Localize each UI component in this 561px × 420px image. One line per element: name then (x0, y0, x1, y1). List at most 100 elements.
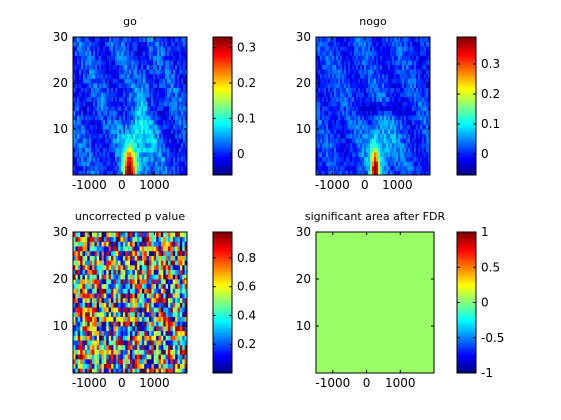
heatmap-cell (318, 115, 321, 121)
heatmap-cell (83, 92, 86, 98)
heatmap-cell (118, 326, 121, 332)
heatmap-cell (151, 170, 154, 176)
heatmap-cell (402, 73, 405, 79)
heatmap-cell (179, 368, 183, 374)
heatmap-cell (137, 255, 140, 261)
heatmap-cell (137, 156, 140, 162)
heatmap-cell (149, 293, 152, 299)
heatmap-cell (96, 340, 100, 346)
heatmap-cell (179, 119, 182, 125)
heatmap-cell (105, 78, 108, 84)
heatmap-cell (119, 96, 122, 102)
heatmap-cell (404, 142, 407, 148)
heatmap-cell (362, 124, 365, 130)
heatmap-cell (179, 142, 182, 148)
heatmap-cell (408, 133, 411, 139)
heatmap-cell (151, 269, 155, 275)
heatmap-cell (332, 73, 335, 79)
heatmap-cell (332, 41, 335, 47)
heatmap-cell (127, 321, 131, 327)
heatmap-cell (93, 147, 96, 153)
heatmap-cell (326, 64, 329, 70)
heatmap-cell (406, 37, 409, 42)
heatmap-cell (145, 106, 148, 111)
heatmap-cell (404, 46, 407, 52)
heatmap-cell (410, 152, 413, 157)
heatmap-cell (414, 142, 417, 148)
heatmap-cell (175, 110, 178, 116)
heatmap-cell (322, 138, 325, 144)
heatmap-cell (161, 119, 164, 125)
heatmap-cell (173, 46, 176, 52)
heatmap-cell (354, 129, 357, 134)
heatmap-cell (93, 138, 96, 144)
heatmap-cell (151, 69, 154, 75)
heatmap-cell (161, 96, 164, 102)
heatmap-cell (151, 260, 155, 266)
heatmap-cell (372, 138, 375, 144)
heatmap-cell (356, 156, 359, 162)
heatmap-cell (350, 147, 353, 153)
heatmap-cell (129, 73, 132, 79)
heatmap-cell (85, 110, 88, 116)
heatmap-cell (111, 165, 114, 171)
heatmap-cell (143, 170, 146, 176)
heatmap-cell (342, 124, 345, 130)
heatmap-cell (364, 161, 367, 167)
heatmap-cell (426, 156, 429, 162)
heatmap-cell (96, 297, 100, 303)
heatmap-cell (404, 115, 407, 121)
heatmap-cell (422, 165, 425, 171)
heatmap-cell (428, 138, 431, 144)
heatmap-cell (94, 302, 98, 308)
heatmap-cell (370, 50, 373, 56)
heatmap-cell (418, 106, 421, 111)
heatmap-cell (416, 165, 419, 171)
heatmap-cell (320, 142, 323, 148)
heatmap-cell (94, 241, 98, 247)
heatmap-cell (109, 147, 112, 153)
heatmap-cell (122, 307, 126, 313)
heatmap-cell (177, 269, 181, 275)
heatmap-cell (382, 73, 385, 79)
heatmap-cell (181, 78, 184, 84)
heatmap-cell (418, 165, 421, 171)
heatmap-cell (95, 69, 98, 75)
heatmap-cell (106, 255, 110, 261)
heatmap-cell (161, 106, 164, 111)
heatmap-cell (360, 92, 363, 98)
heatmap-cell (146, 246, 150, 252)
heatmap-cell (374, 96, 377, 102)
heatmap-cell (388, 41, 391, 47)
heatmap-cell (156, 283, 159, 289)
heatmap-cell (163, 60, 166, 65)
heatmap-cell (132, 293, 136, 299)
heatmap-cell (133, 165, 136, 171)
heatmap-cell (408, 87, 411, 93)
heatmap-cell (172, 316, 176, 322)
heatmap-cell (119, 92, 122, 98)
heatmap-cell (392, 119, 395, 125)
heatmap-cell (390, 37, 393, 42)
heatmap-cell (109, 129, 112, 134)
heatmap-cell (118, 307, 121, 313)
heatmap-cell (342, 92, 345, 98)
heatmap-cell (111, 55, 114, 61)
heatmap-cell (95, 165, 98, 171)
heatmap-cell (346, 83, 349, 88)
heatmap-cell (410, 170, 413, 176)
heatmap-cell (101, 55, 104, 61)
heatmap-cell (87, 138, 90, 144)
heatmap-cell (133, 46, 136, 52)
heatmap-cell (97, 78, 100, 84)
heatmap-cell (105, 83, 108, 88)
heatmap-cell (167, 152, 170, 157)
heatmap-cell (350, 92, 353, 98)
heatmap-cell (183, 106, 186, 111)
heatmap-cell (94, 279, 98, 285)
x-tick-label: 1000 (382, 178, 413, 192)
heatmap-cell (169, 106, 172, 111)
heatmap-cell (358, 101, 361, 107)
heatmap-cell (120, 293, 124, 299)
heatmap-cell (113, 274, 117, 280)
